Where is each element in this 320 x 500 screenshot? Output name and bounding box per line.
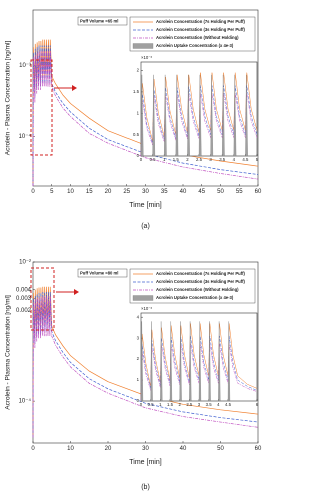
legend-label: Acrolein Uptake Concentration (x 4e-3) [156,43,234,48]
series-line [32,296,259,438]
zoom-arrow-head [74,289,79,295]
y-tick-label: 0.004 [16,287,32,293]
y-tick-label: 10⁻⁴ [19,398,32,405]
series-line [140,343,258,402]
x-tick-label: 6 [256,402,259,407]
uptake-area [140,74,248,157]
x-tick-label: 0.5 [148,402,155,407]
x-tick-label: 1 [159,402,162,407]
x-tick-label: 3 [198,402,201,407]
x-tick-label: 2 [186,157,189,162]
legend-label: Acrolein Concentration (Without Holding) [156,287,239,292]
y-tick-label: 10⁻³ [19,63,31,69]
x-tick-label: 15 [86,189,93,195]
x-tick-label: 30 [142,189,149,195]
y-multiplier: ×10⁻³ [141,55,153,60]
x-tick-label: 35 [161,189,168,195]
x-tick-label: 0 [140,402,143,407]
series-line [140,336,258,402]
series-line [140,85,258,157]
y-tick-label: 4 [137,314,140,319]
y-tick-label: 1 [137,377,140,382]
y-tick-label: 0.003 [16,296,32,302]
x-tick-label: 2 [178,402,181,407]
x-tick-label: 30 [142,446,149,452]
y-tick-label: 1 [137,110,140,115]
annotation: Puff Volume =65 ml [80,18,118,23]
legend-label: Acrolein Concentration (7s Holding Per P… [156,271,245,276]
x-tick-label: 60 [255,446,262,452]
x-tick-label: 1.5 [173,157,180,162]
x-tick-label: 25 [123,189,130,195]
x-tick-label: 2.5 [186,402,193,407]
x-tick-label: 50 [217,446,224,452]
uptake-area [140,321,231,402]
x-tick-label: 0.5 [150,157,157,162]
x-tick-label: 0 [140,157,143,162]
x-tick-label: 50 [217,189,224,195]
x-tick-label: 4.5 [225,402,232,407]
x-tick-label: 3.5 [206,402,213,407]
y-tick-label: 0.002 [16,308,32,314]
legend-label: Acrolein Concentration (3s Holding Per P… [156,279,245,284]
annotation: Puff Volume =80 ml [80,270,118,275]
x-tick-label: 10 [67,446,74,452]
legend-label: Acrolein Concentration (3s Holding Per P… [156,27,245,32]
x-tick-label: 55 [236,189,243,195]
y-axis-title: Acrolein - Plasma Concentration [ng/ml] [5,41,12,156]
legend-swatch [132,43,154,49]
annotation-box [77,16,128,26]
y-tick-label: 10⁻⁴ [19,133,32,140]
y-tick-label: 3 [137,335,140,340]
x-tick-label: 20 [105,189,112,195]
series-line [140,323,258,402]
x-tick-label: 4 [217,402,220,407]
x-axis-title: Time [min] [129,459,161,466]
x-tick-label: 0 [31,189,35,195]
legend-label: Acrolein Uptake Concentration (x 4e-3) [156,295,234,300]
legend-label: Acrolein Concentration (7s Holding Per P… [156,19,245,24]
x-tick-label: 45 [198,189,205,195]
x-tick-label: 0 [31,446,35,452]
caption: (b) [141,484,150,491]
x-tick-label: 3.5 [219,157,226,162]
x-tick-label: 1 [163,157,166,162]
legend-label: Acrolein Concentration (Without Holding) [156,35,239,40]
y-tick-label: 0.5 [133,132,140,137]
x-tick-label: 4.5 [242,157,249,162]
y-axis-title: Acrolein - Plasma Concentration [ng/ml] [5,295,12,410]
y-multiplier: ×10⁻³ [141,306,153,311]
x-tick-label: 40 [180,189,187,195]
zoom-box [30,267,55,331]
annotation-box [77,268,128,278]
x-tick-label: 1.5 [167,402,174,407]
y-tick-label: 0 [137,153,140,158]
y-tick-label: 2 [137,356,140,361]
zoom-arrow-head [72,85,77,91]
x-tick-label: 20 [105,446,112,452]
x-tick-label: 5 [50,189,54,195]
zoom-box [30,59,53,156]
x-tick-label: 3 [209,157,212,162]
x-tick-label: 60 [255,189,262,195]
y-tick-label: 10⁻² [19,260,31,266]
caption: (a) [141,223,150,230]
legend-swatch [132,295,154,301]
y-tick-label: 1.5 [133,89,140,94]
x-tick-label: 4 [233,157,236,162]
x-tick-label: 2.5 [196,157,203,162]
y-tick-label: 0 [137,398,140,403]
x-tick-label: 40 [180,446,187,452]
x-tick-label: 10 [67,189,74,195]
x-tick-label: 5 [256,157,259,162]
y-tick-label: 2 [137,68,140,73]
x-axis-title: Time [min] [129,202,161,209]
